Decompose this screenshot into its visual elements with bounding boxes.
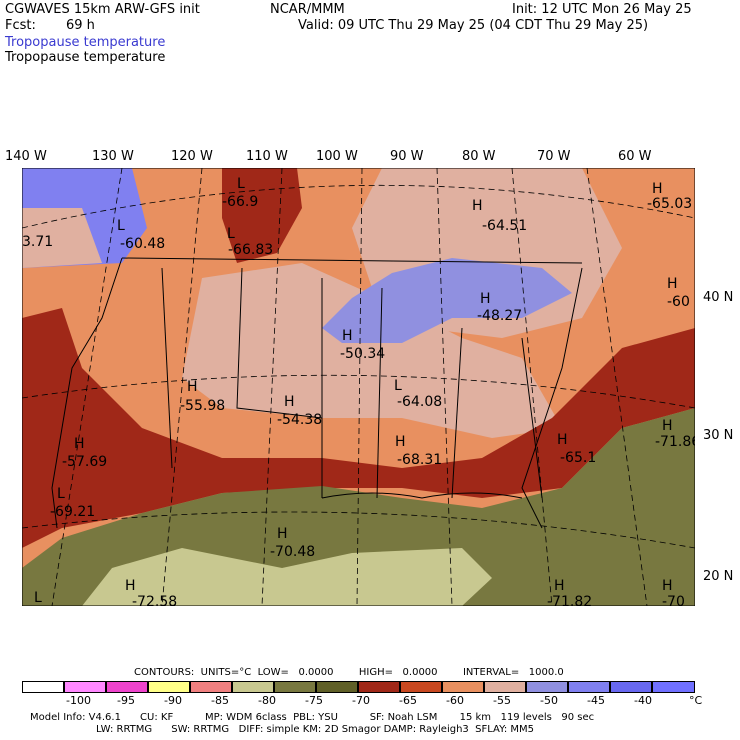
colorbar-tick: -80 — [258, 694, 276, 707]
extremum-value: -57.69 — [62, 454, 107, 470]
colorbar-swatch — [22, 681, 64, 693]
colorbar-swatch — [568, 681, 610, 693]
extremum-label: H — [652, 181, 663, 197]
extremum-value: -66.83 — [228, 242, 273, 258]
fcst-value: 69 h — [66, 18, 95, 33]
extremum-value: -60 — [667, 294, 690, 310]
extremum-value: -55.98 — [180, 398, 225, 414]
colorbar-swatch — [64, 681, 106, 693]
colorbar-tick: -100 — [66, 694, 91, 707]
contours-info: CONTOURS: UNITS=°C LOW= 0.0000 HIGH= 0.0… — [134, 667, 564, 678]
extremum-value: 3.71 — [22, 234, 53, 250]
extremum-value: -60.48 — [120, 236, 165, 252]
extremum-value: -71.82 — [547, 594, 592, 606]
colorbar-tick: -75 — [305, 694, 323, 707]
lon-label: 120 W — [171, 149, 213, 164]
colorbar-tick: -90 — [164, 694, 182, 707]
colorbar-swatch — [442, 681, 484, 693]
colorbar-swatch — [106, 681, 148, 693]
colorbar-swatch — [610, 681, 652, 693]
colorbar-swatch — [358, 681, 400, 693]
extremum-label: H — [395, 434, 406, 450]
colorbar-swatch — [148, 681, 190, 693]
field-title-secondary: Tropopause temperature — [5, 50, 166, 65]
extremum-label: L — [57, 486, 65, 502]
colorbar-swatch — [190, 681, 232, 693]
field-title-primary: Tropopause temperature — [5, 35, 166, 50]
extremum-label: L — [117, 218, 125, 234]
colorbar-swatch — [316, 681, 358, 693]
lon-label: 130 W — [92, 149, 134, 164]
tropopause-temperature-map: L -66.9 L -60.48 L -66.83 H -64.51 H -65… — [22, 168, 695, 606]
extremum-label: H — [277, 526, 288, 542]
extremum-value: -50.34 — [340, 346, 385, 362]
extremum-label: H — [472, 198, 483, 214]
colorbar-swatch — [274, 681, 316, 693]
lon-label: 80 W — [462, 149, 496, 164]
extremum-label: L — [394, 378, 402, 394]
colorbar-tick: -55 — [493, 694, 511, 707]
extremum-value: -70 — [662, 594, 685, 606]
fcst-label: Fcst: — [5, 18, 36, 33]
lon-label: 110 W — [246, 149, 288, 164]
extremum-label: H — [74, 436, 85, 452]
extremum-label: H — [662, 578, 673, 594]
extremum-value: -68.31 — [397, 452, 442, 468]
lon-label: 70 W — [537, 149, 571, 164]
extremum-label: L — [227, 226, 235, 242]
extremum-label: L — [237, 176, 245, 192]
extremum-value: -54.38 — [277, 412, 322, 428]
extremum-label: H — [480, 291, 491, 307]
colorbar-swatch — [484, 681, 526, 693]
extremum-label: H — [557, 432, 568, 448]
colorbar-swatch — [652, 681, 695, 693]
extremum-label: H — [667, 276, 678, 292]
colorbar-tick: -45 — [587, 694, 605, 707]
valid-time: Valid: 09 UTC Thu 29 May 25 (04 CDT Thu … — [298, 18, 649, 33]
extremum-label: H — [342, 328, 353, 344]
colorbar-tick: -70 — [352, 694, 370, 707]
extremum-value: -70.48 — [270, 544, 315, 560]
extremum-label: L — [34, 590, 42, 606]
lon-label: 140 W — [5, 149, 47, 164]
extremum-label: H — [187, 379, 198, 395]
lat-label: 40 N — [703, 290, 734, 305]
extremum-label: H — [125, 578, 136, 594]
colorbar-tick: -65 — [399, 694, 417, 707]
colorbar-unit: °C — [689, 694, 703, 707]
colorbar-tick: -40 — [634, 694, 652, 707]
colorbar-swatch — [232, 681, 274, 693]
colorbar-tick: -60 — [446, 694, 464, 707]
extremum-value: -72.58 — [132, 594, 177, 606]
colorbar-swatch — [400, 681, 442, 693]
colorbar-swatch — [526, 681, 568, 693]
colorbar — [22, 681, 695, 693]
lat-label: 20 N — [703, 569, 734, 584]
colorbar-tick: -50 — [540, 694, 558, 707]
extremum-label: H — [554, 578, 565, 594]
extremum-value: -64.51 — [482, 218, 527, 234]
physics-info: LW: RRTMG SW: RRTMG DIFF: simple KM: 2D … — [96, 724, 535, 735]
lat-label: 30 N — [703, 428, 734, 443]
extremum-value: -71.86 — [655, 434, 695, 450]
extremum-value: -66.9 — [222, 194, 258, 210]
extremum-value: -65.1 — [560, 450, 596, 466]
extremum-value: -65.03 — [647, 196, 692, 212]
lon-label: 60 W — [618, 149, 652, 164]
model-info: Model Info: V4.6.1 CU: KF MP: WDM 6class… — [30, 712, 595, 723]
model-title: CGWAVES 15km ARW-GFS init — [5, 2, 200, 17]
colorbar-tick: -95 — [117, 694, 135, 707]
extremum-value: -69.21 — [50, 504, 95, 520]
lon-label: 90 W — [390, 149, 424, 164]
extremum-label: H — [284, 394, 295, 410]
init-time: Init: 12 UTC Mon 26 May 25 — [512, 2, 692, 17]
colorbar-tick: -85 — [211, 694, 229, 707]
extremum-value: -48.27 — [477, 308, 522, 324]
lon-label: 100 W — [316, 149, 358, 164]
org-label: NCAR/MMM — [270, 2, 345, 17]
extremum-label: H — [662, 418, 673, 434]
extremum-value: -64.08 — [397, 394, 442, 410]
